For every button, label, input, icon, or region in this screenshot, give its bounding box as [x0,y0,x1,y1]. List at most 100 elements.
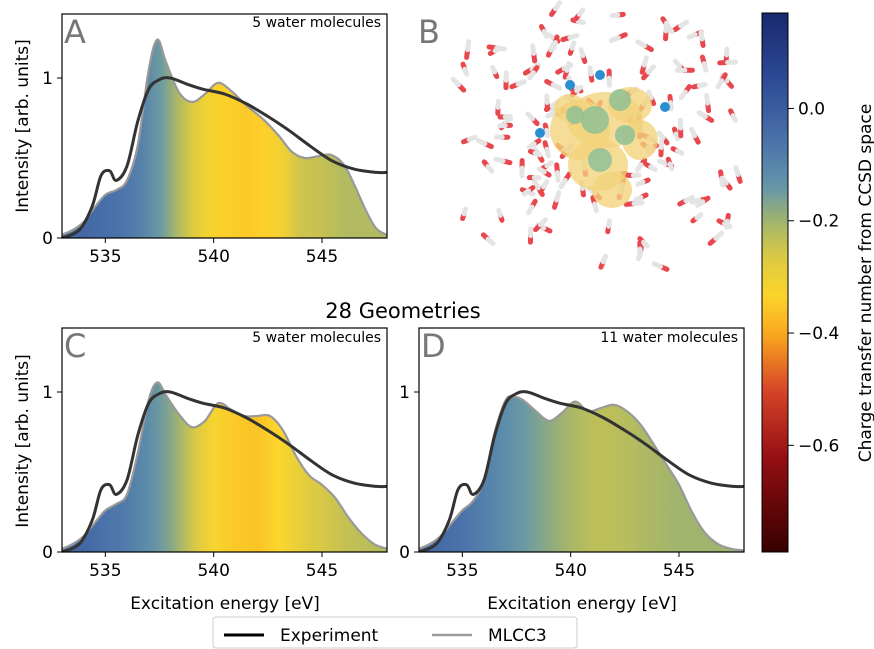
solute-atom [660,102,670,112]
water-molecule-hydrogen [551,40,558,51]
water-molecule-hydrogen [694,212,704,221]
hole-density-region [581,106,609,134]
water-molecule-hydrogen [569,40,577,51]
panel-a-plot: 535 540 545 0 1 A 5 water molecules Intensit… [13,13,388,267]
water-molecule-hydrogen [674,148,685,156]
x-tick-label: 545 [306,247,338,267]
water-molecule-hydrogen [635,179,646,187]
water-molecule-hydrogen [567,32,580,41]
x-tick-label: 540 [197,561,229,581]
water-molecule-hydrogen [663,20,670,34]
panel-d-annotation: 11 water molecules [600,330,738,346]
water-molecule-hydrogen [695,199,706,208]
colorbar-gradient [761,12,789,553]
experiment-line [62,390,387,552]
panel-a-letter: A [64,13,86,51]
hole-density-region [609,89,631,111]
water-molecule-hydrogen [489,64,498,75]
y-tick-label: 1 [399,383,410,403]
water-molecule-hydrogen [600,253,609,265]
mlcc3-filled-area [62,382,387,552]
y-tick-label: 0 [42,543,53,563]
water-molecule-hydrogen [673,131,681,142]
water-molecule-hydrogen [544,127,551,138]
water-molecule-hydrogen [544,160,554,169]
water-molecule-hydrogen [733,165,741,178]
y-tick-label: 1 [42,69,53,89]
water-molecule-hydrogen [672,58,683,69]
water-molecule-hydrogen [575,18,586,26]
water-molecule-hydrogen [461,206,469,217]
water-molecule-hydrogen [657,158,669,167]
water-molecule-hydrogen [592,201,599,214]
water-molecule-hydrogen [503,115,514,126]
solute-atom [565,80,575,90]
water-molecule-hydrogen [554,170,561,183]
density-isosurface [592,172,632,208]
solute-atom [535,128,545,138]
solvated-molecule-render [450,0,743,272]
water-molecule-hydrogen [526,141,537,150]
water-molecule-hydrogen [521,188,532,197]
x-tick-label: 545 [306,561,338,581]
water-molecule-hydrogen [475,138,488,147]
water-molecule-hydrogen [576,7,586,17]
hole-density-region [588,148,612,172]
x-tick-label: 535 [89,561,121,581]
water-molecule-hydrogen [730,113,738,123]
legend-experiment-label: Experiment [280,626,379,646]
panel-d-plot: 535 540 545 0 1 D 11 water molecules Excitat… [399,327,745,614]
water-molecule-hydrogen [668,100,674,112]
water-molecule-hydrogen [724,218,730,230]
panel-b-molecule-image: B [418,0,743,272]
panel-d-letter: D [421,327,446,365]
water-molecule-hydrogen [578,47,586,59]
water-molecule-hydrogen [686,32,698,40]
x-tick-label: 545 [663,561,695,581]
water-molecule-hydrogen [485,236,496,247]
water-molecule-hydrogen [715,78,725,90]
water-molecule-hydrogen [450,76,461,88]
water-molecule-hydrogen [525,111,536,122]
water-molecule-hydrogen [554,190,562,203]
water-molecule-hydrogen [515,79,527,87]
water-molecule-hydrogen [646,64,656,75]
panel-c-xlabel: Excitation energy [eV] [130,594,320,614]
experiment-line [62,76,387,238]
y-tick-label: 1 [42,383,53,403]
water-molecule-hydrogen [641,239,650,249]
water-molecule-hydrogen [550,82,563,91]
water-molecule-hydrogen [465,39,472,53]
mlcc3-line [62,381,387,550]
water-molecule-hydrogen [466,134,478,142]
water-molecule-hydrogen [635,39,648,49]
water-molecule-hydrogen [574,84,584,94]
legend-mlcc3-label: MLCC3 [488,626,547,646]
water-molecule-hydrogen [564,61,572,73]
water-molecule-hydrogen [485,164,495,174]
water-molecule-hydrogen [541,28,550,39]
water-molecule-hydrogen [493,156,506,164]
water-molecule-hydrogen [587,65,594,77]
water-molecule-hydrogen [688,126,698,139]
water-molecule-hydrogen [496,207,503,218]
water-molecule-hydrogen [678,89,688,101]
water-molecule-hydrogen [646,89,654,101]
water-molecule-hydrogen [558,177,568,190]
water-molecule-hydrogen [544,146,551,159]
x-tick-label: 535 [446,561,478,581]
y-tick-label: 0 [399,543,410,563]
legend-box [212,616,578,649]
plot-frame [418,327,745,553]
panel-d-xlabel: Excitation energy [eV] [487,594,677,614]
water-molecule-hydrogen [634,162,644,173]
water-molecule-hydrogen [526,204,535,216]
water-molecule-hydrogen [541,179,550,190]
panel-c-annotation: 5 water molecules [252,330,381,346]
water-molecule-hydrogen [532,150,543,158]
colorbar: 0.0 −0.2 −0.4 −0.6 Charge transfer number f… [761,12,874,553]
section-title: 28 Geometries [325,299,480,323]
water-molecule-hydrogen [678,19,690,29]
colorbar-tick-label: −0.2 [798,212,839,232]
